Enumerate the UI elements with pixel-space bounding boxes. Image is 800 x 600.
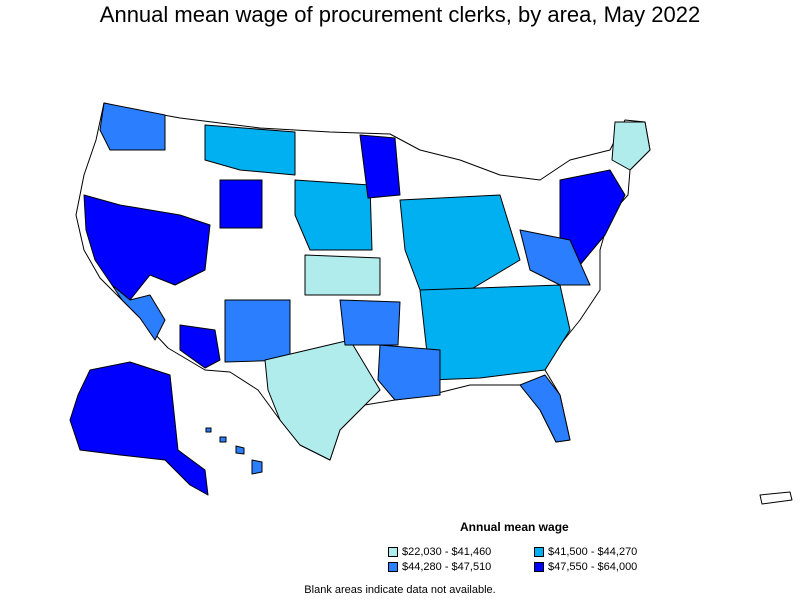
region-hawaii-big [251, 459, 263, 475]
legend-label-3: $44,280 - $47,510 [402, 561, 492, 573]
legend-swatch-4 [534, 562, 544, 572]
region-mid-atlantic [519, 229, 591, 286]
legend-label-4: $47,550 - $64,000 [548, 561, 638, 573]
map-regions [69, 102, 793, 505]
legend-swatch-2 [534, 547, 544, 557]
region-wyoming-center [219, 179, 263, 229]
legend-label-1: $22,030 - $41,460 [402, 546, 492, 558]
legend-item-2: $41,500 - $44,270 [534, 546, 637, 558]
legend-swatch-3 [388, 562, 398, 572]
legend-swatch-1 [388, 547, 398, 557]
region-california-nevada [83, 194, 211, 301]
region-washington [99, 102, 166, 151]
region-new-mexico [224, 299, 291, 363]
region-puerto-rico [759, 491, 793, 505]
region-hawaii-kauai [205, 427, 212, 433]
region-minnesota [359, 134, 401, 199]
region-southeast [419, 284, 571, 381]
region-maine [611, 121, 651, 171]
region-alaska [69, 361, 209, 496]
region-kansas [304, 254, 381, 296]
legend-item-4: $47,550 - $64,000 [534, 561, 637, 573]
region-nebraska-dakota [294, 179, 373, 251]
legend-item-3: $44,280 - $47,510 [388, 561, 491, 573]
region-southern-california [111, 284, 166, 341]
legend-title: Annual mean wage [460, 520, 569, 534]
region-hawaii-maui [235, 445, 245, 455]
legend-label-2: $41,500 - $44,270 [548, 546, 638, 558]
legend-item-1: $22,030 - $41,460 [388, 546, 491, 558]
region-arizona-south [179, 324, 221, 369]
region-hawaii-oahu [219, 436, 227, 443]
region-florida [519, 374, 571, 443]
region-oklahoma-east [339, 299, 401, 346]
region-texas [264, 339, 381, 461]
map-title: Annual mean wage of procurement clerks, … [99, 2, 701, 27]
region-montana [204, 124, 296, 176]
footnote: Blank areas indicate data not available. [304, 584, 496, 596]
region-gulf [377, 344, 441, 401]
